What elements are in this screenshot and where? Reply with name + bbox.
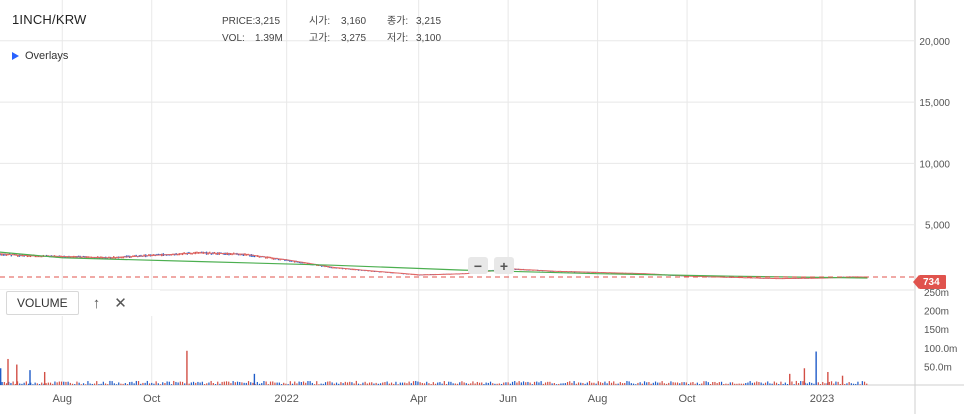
open-label: 시가: xyxy=(309,16,331,27)
volume-tick-label: 250m xyxy=(924,288,949,299)
arrow-up-icon[interactable]: ↑ xyxy=(92,294,101,312)
price-label: PRICE: xyxy=(222,16,256,27)
close-label: 종가: xyxy=(387,16,409,27)
ohlc-info: PRICE: 3,215 시가: 3,160 종가: 3,215 VOL: 1.… xyxy=(222,13,462,47)
price-tick-label: 5,000 xyxy=(925,221,950,232)
zoom-controls: − + xyxy=(468,257,514,274)
price-value: 3,215 xyxy=(255,16,281,27)
x-tick-label: 2023 xyxy=(810,393,834,405)
x-tick-label: Aug xyxy=(588,393,608,405)
x-tick-label: Jun xyxy=(499,393,517,405)
vol-label: VOL: xyxy=(222,33,245,44)
long-moving-average-line xyxy=(0,251,868,279)
volume-button[interactable]: VOLUME xyxy=(6,291,79,315)
price-tick-label: 10,000 xyxy=(919,159,950,170)
zoom-out-button[interactable]: − xyxy=(468,257,488,274)
triangle-right-icon xyxy=(12,52,19,60)
close-value: 3,215 xyxy=(416,16,442,27)
short-moving-average-line xyxy=(0,252,867,280)
x-tick-label: Aug xyxy=(52,393,72,405)
current-price-tag: 734 xyxy=(913,275,946,289)
symbol-title: 1INCH/KRW xyxy=(12,12,87,27)
price-tick-label: 15,000 xyxy=(919,98,950,109)
x-tick-label: Apr xyxy=(410,393,427,405)
x-tick-label: Oct xyxy=(143,393,160,405)
volume-tick-label: 150m xyxy=(924,325,949,336)
price-tick-label: 20,000 xyxy=(919,37,950,48)
volume-tick-label: 200m xyxy=(924,307,949,318)
high-value: 3,275 xyxy=(341,33,367,44)
vol-value: 1.39M xyxy=(255,33,283,44)
volume-tick-label: 100.0m xyxy=(924,344,957,355)
volume-tick-label: 50.0m xyxy=(924,362,952,373)
high-label: 고가: xyxy=(309,33,331,44)
x-tick-label: 2022 xyxy=(274,393,298,405)
close-icon[interactable]: ✕ xyxy=(114,295,127,312)
overlays-label: Overlays xyxy=(25,50,69,62)
overlays-toggle[interactable]: Overlays xyxy=(12,50,68,62)
zoom-in-button[interactable]: + xyxy=(494,257,514,274)
volume-pane-header: VOLUME ↑ ✕ xyxy=(0,290,160,316)
low-value: 3,100 xyxy=(416,33,442,44)
open-value: 3,160 xyxy=(341,16,367,27)
x-tick-label: Oct xyxy=(679,393,696,405)
low-label: 저가: xyxy=(387,33,409,44)
